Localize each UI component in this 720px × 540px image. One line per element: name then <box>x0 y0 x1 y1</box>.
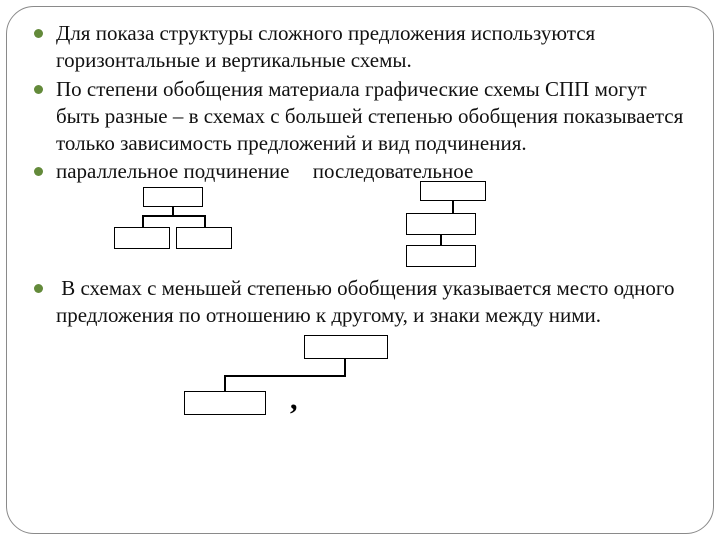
par-node-left <box>114 227 170 249</box>
seq-node-mid <box>406 213 476 235</box>
seq-node-bot <box>406 245 476 267</box>
bullet-3: параллельное подчинение последовательное <box>34 158 690 185</box>
label-parallel: параллельное подчинение <box>56 158 289 185</box>
bullet-list-2: В схемах с меньшей степенью обобщения ук… <box>34 275 690 329</box>
bot-conn-h <box>224 375 346 377</box>
bot-conn-v2 <box>224 375 226 391</box>
par-conn-h <box>142 215 206 217</box>
bullet-1-text: Для показа структуры сложного предложени… <box>56 21 595 72</box>
seq-node-top <box>420 181 486 201</box>
bottom-scheme: , <box>184 335 690 435</box>
content-area: Для показа структуры сложного предложени… <box>34 20 690 435</box>
par-node-top <box>143 187 203 207</box>
comma-symbol: , <box>290 383 298 417</box>
par-node-right <box>176 227 232 249</box>
bullet-1: Для показа структуры сложного предложени… <box>34 20 690 74</box>
seq-conn-1 <box>452 201 454 213</box>
slide: Для показа структуры сложного предложени… <box>0 0 720 540</box>
bullet-list: Для показа структуры сложного предложени… <box>34 20 690 185</box>
par-conn-r <box>204 215 206 227</box>
bullet-2-text: По степени обобщения материала графическ… <box>56 77 683 155</box>
bot-node-top <box>304 335 388 359</box>
bullet-4: В схемах с меньшей степенью обобщения ук… <box>34 275 690 329</box>
bullet-2: По степени обобщения материала графическ… <box>34 76 690 157</box>
par-conn-l <box>142 215 144 227</box>
bullet-4-text: В схемах с меньшей степенью обобщения ук… <box>56 276 675 327</box>
diagram-row <box>90 187 690 265</box>
seq-conn-2 <box>440 235 442 245</box>
bot-node-bot <box>184 391 266 415</box>
